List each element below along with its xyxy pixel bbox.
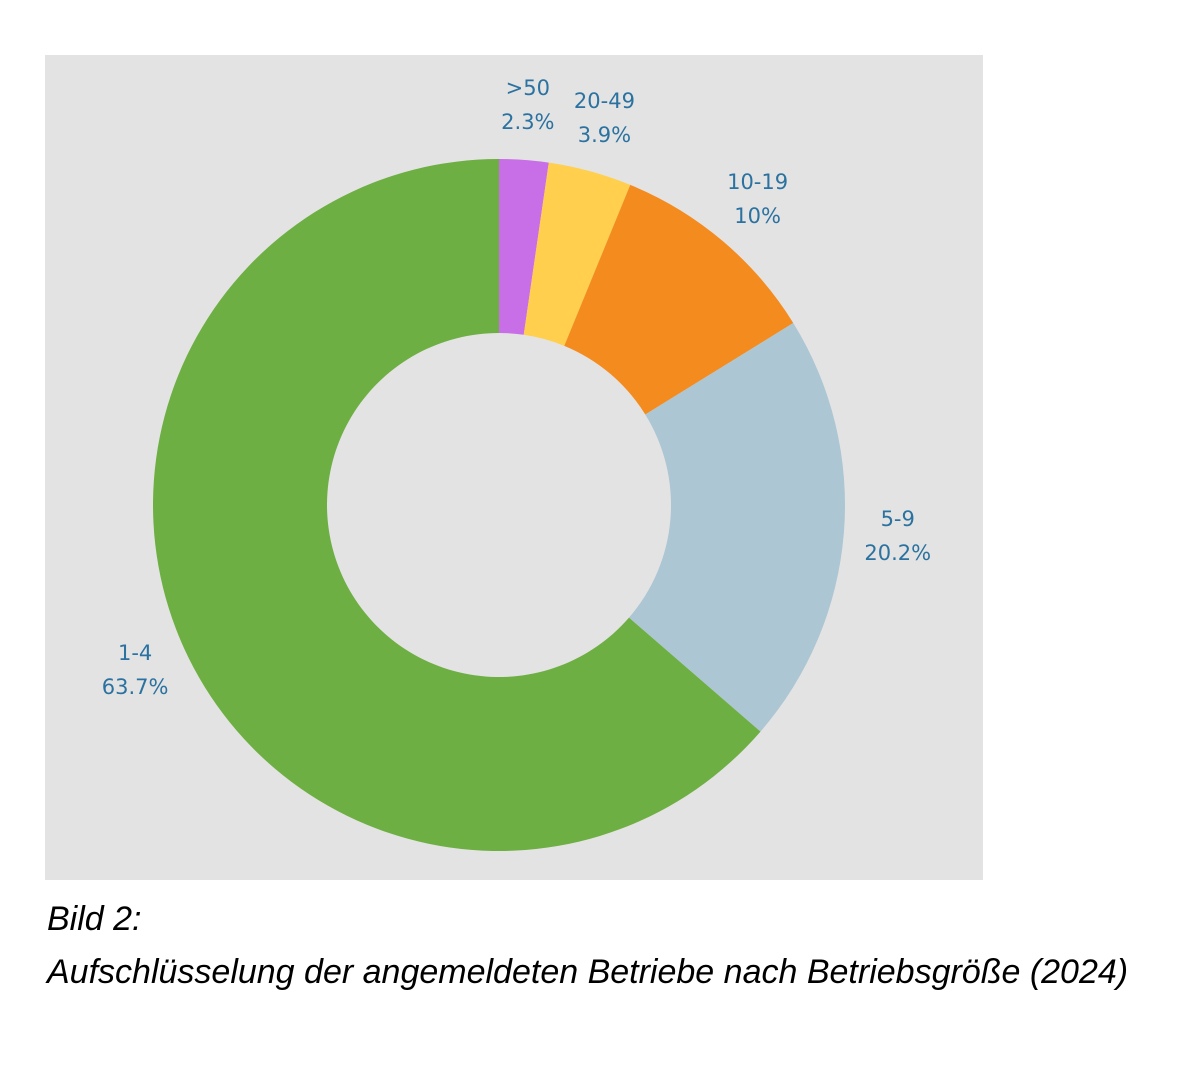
- donut-slice: [564, 184, 794, 415]
- donut-slice: [152, 159, 761, 851]
- value-label: 10%: [734, 204, 781, 228]
- caption: Aufschlüsselung der angemeldeten Betrieb…: [47, 953, 1129, 991]
- value-label: 3.9%: [578, 123, 631, 147]
- category-label: >50: [506, 76, 550, 100]
- value-label: 63.7%: [102, 675, 169, 699]
- chart: >50 2.3% 20-49 3.9% 10-19 10% 5-9 20.2% 1-4 63.7%: [45, 55, 983, 880]
- donut-slice: [628, 322, 845, 732]
- donut-slice: [523, 162, 631, 346]
- category-label: 10-19: [727, 170, 788, 194]
- value-label: 20.2%: [864, 541, 931, 565]
- category-label: 5-9: [881, 507, 915, 531]
- category-label: 20-49: [574, 89, 635, 113]
- caption-label: Bild 2:: [47, 900, 142, 938]
- value-label: 2.3%: [501, 110, 554, 134]
- donut-slice: [499, 159, 549, 335]
- category-label: 1-4: [118, 641, 152, 665]
